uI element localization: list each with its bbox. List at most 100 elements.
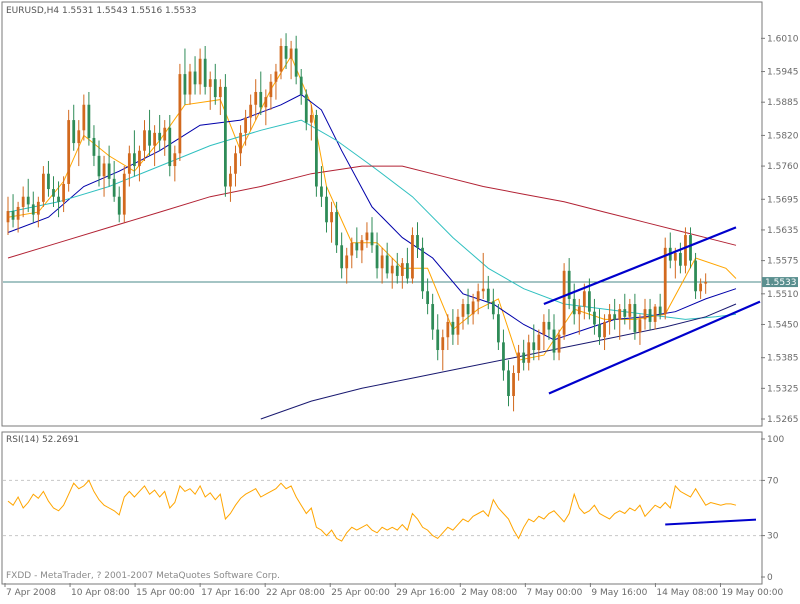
candle-body (299, 76, 303, 95)
x-tick-label: 2 May 08:00 (461, 588, 517, 598)
candle-body (476, 291, 480, 302)
candle-body (117, 196, 121, 215)
x-tick-label: 9 May 16:00 (591, 588, 647, 598)
candle-body (203, 58, 207, 87)
candle-body (694, 260, 697, 292)
candle-body (239, 132, 242, 154)
trendlines (543, 226, 761, 395)
y-tick-label: 1.5450 (767, 320, 799, 330)
candle-body (638, 319, 642, 333)
candle-body (345, 255, 349, 269)
candle-body (598, 324, 601, 338)
candle-body (648, 309, 652, 322)
candle-body (36, 201, 40, 215)
y-tick-label: 1.5945 (767, 68, 799, 78)
candle-body (57, 196, 60, 202)
candle-body (188, 71, 192, 95)
candle-body (436, 329, 440, 351)
x-tick-label: 10 Apr 08:00 (71, 588, 130, 598)
candle-body (97, 155, 101, 177)
trendline (543, 226, 737, 306)
candle-body (527, 342, 531, 363)
y-tick-label: 1.5695 (767, 195, 799, 205)
x-tick-label: 7 May 00:00 (526, 588, 582, 598)
candle-body (582, 291, 586, 307)
x-tick-label: 19 May 00:00 (721, 588, 783, 598)
candle-body (613, 314, 617, 320)
candle-body (254, 91, 258, 105)
candle-body (365, 232, 369, 241)
y-tick-label: 1.5885 (767, 98, 799, 108)
candle-body (127, 153, 131, 174)
moving-average-line (260, 303, 737, 420)
candle-body (102, 163, 106, 177)
candle-body (193, 71, 197, 85)
candle-body (178, 74, 182, 154)
candles (6, 33, 708, 412)
candle-body (395, 265, 399, 276)
candle-body (502, 342, 505, 371)
moving-average-line (7, 165, 737, 259)
y-tick-label: 1.5510 (767, 290, 799, 300)
candle-body (421, 247, 424, 292)
candle-body (673, 252, 677, 261)
candle-body (249, 104, 253, 118)
candle-body (173, 153, 177, 167)
candle-body (552, 329, 556, 353)
candle-body (122, 173, 126, 215)
candle-body (593, 311, 596, 325)
candle-body (461, 304, 465, 317)
candle-body (11, 211, 15, 220)
candle-body (208, 79, 212, 87)
candle-body (67, 120, 71, 184)
candle-body (6, 211, 10, 223)
y-tick-label: 1.5820 (767, 131, 799, 141)
candle-body (31, 204, 35, 215)
candle-body (62, 183, 66, 202)
candle-body (279, 45, 283, 72)
candle-body (87, 104, 91, 138)
candle-body (143, 130, 146, 151)
price-panel (1, 1, 763, 427)
candle-body (512, 373, 515, 397)
current-price-tag-text: 1.5533 (765, 278, 797, 288)
candle-body (198, 58, 202, 85)
candle-body (132, 153, 136, 167)
candle-body (107, 163, 111, 179)
candle-body (375, 245, 379, 269)
x-tick-label: 15 Apr 00:00 (136, 588, 195, 598)
candle-body (486, 288, 490, 302)
copyright-text: FXDD - MetaTrader, ? 2001-2007 MetaQuote… (6, 571, 280, 581)
x-tick-label: 25 Apr 00:00 (331, 588, 390, 598)
candle-body (163, 127, 167, 141)
candle-body (405, 263, 409, 279)
candle-body (82, 104, 86, 131)
candle-body (633, 304, 637, 333)
rsi-header: RSI(14) 52.2691 (6, 435, 79, 445)
candle-body (72, 120, 76, 144)
candle-body (658, 306, 662, 315)
candle-body (218, 86, 222, 98)
rsi-tick-label: 100 (767, 435, 784, 445)
candle-body (491, 301, 495, 315)
candle-body (77, 130, 81, 144)
candle-body (411, 235, 414, 279)
candle-body (496, 314, 500, 343)
candle-body (628, 304, 632, 317)
candle-body (158, 132, 162, 141)
candle-body (456, 316, 460, 335)
candle-body (183, 74, 187, 95)
y-tick-label: 1.5325 (767, 384, 799, 394)
candle-body (360, 240, 364, 251)
candle-body (653, 306, 657, 322)
x-tick-label: 29 Apr 16:00 (396, 588, 455, 598)
candle-body (678, 252, 682, 266)
candle-body (441, 337, 445, 351)
candle-body (223, 86, 227, 187)
candle-body (532, 342, 536, 351)
candle-body (466, 304, 470, 315)
candle-body (451, 321, 455, 335)
candle-body (689, 235, 692, 261)
